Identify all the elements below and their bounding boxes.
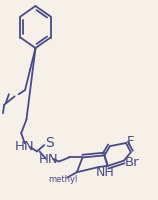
Text: Br: Br (125, 155, 140, 168)
Text: HN: HN (39, 152, 58, 165)
Text: HN: HN (15, 140, 35, 152)
Text: NH: NH (96, 165, 115, 178)
Text: methyl: methyl (48, 174, 78, 183)
Text: S: S (45, 135, 54, 149)
Text: F: F (127, 134, 134, 147)
